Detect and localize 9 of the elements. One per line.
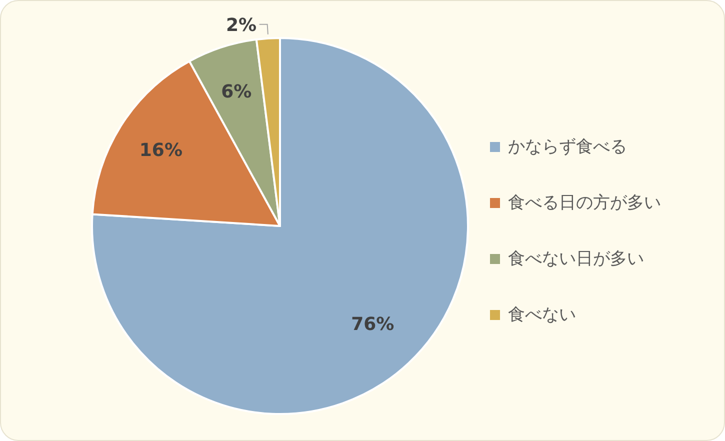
data-label: 76% — [351, 314, 394, 336]
legend-label: 食べない日が多い — [508, 249, 644, 269]
data-label: 2% — [226, 14, 257, 36]
data-label: 6% — [221, 81, 252, 102]
legend-label: かならず食べる — [508, 137, 627, 157]
pie-slice — [91, 37, 469, 415]
data-label: 16% — [139, 140, 182, 161]
legend-label: 食べない — [508, 305, 576, 325]
legend-label: 食べる日の方が多い — [508, 193, 661, 213]
